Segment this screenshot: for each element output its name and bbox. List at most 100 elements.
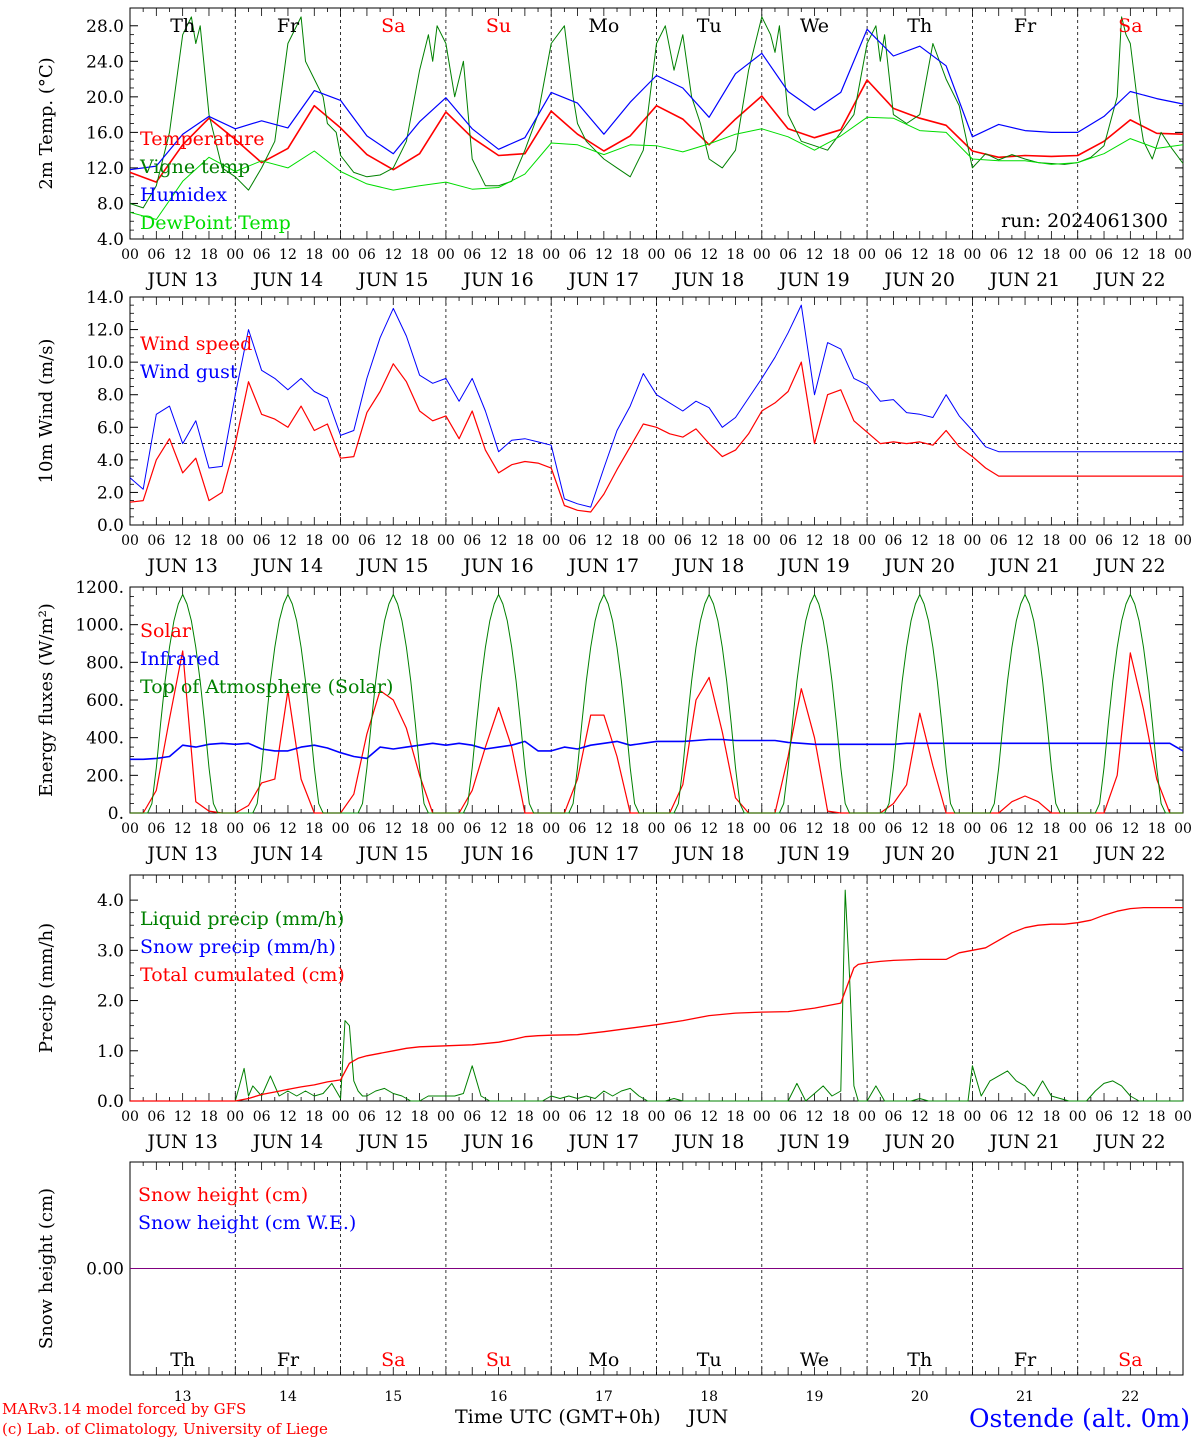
hour-tick-label: 00 <box>858 247 876 263</box>
hour-tick-label: 12 <box>490 1109 508 1125</box>
day-number: 22 <box>1121 1389 1139 1405</box>
y-tick-label: 800. <box>86 653 124 673</box>
date-label: JUN 14 <box>251 843 323 865</box>
date-label: JUN 15 <box>356 1131 428 1153</box>
hour-tick-label: 06 <box>1095 533 1113 549</box>
hour-tick-label: 12 <box>174 1109 192 1125</box>
hour-tick-label: 06 <box>885 821 903 837</box>
date-label: JUN 20 <box>883 843 955 865</box>
y-tick-label: 1200. <box>75 578 124 598</box>
hour-tick-label: 12 <box>490 533 508 549</box>
hour-tick-label: 00 <box>753 821 771 837</box>
hour-tick-label: 00 <box>121 1109 139 1125</box>
y-tick-label: 3.0 <box>97 941 124 961</box>
legend-entry: Vigne temp <box>139 156 250 178</box>
hour-tick-label: 18 <box>200 1109 218 1125</box>
hour-tick-label: 00 <box>332 247 350 263</box>
hour-tick-label: 18 <box>305 533 323 549</box>
hour-tick-label: 06 <box>990 1109 1008 1125</box>
hour-tick-label: 12 <box>806 821 824 837</box>
legend-entry: Snow precip (mm/h) <box>140 936 336 958</box>
day-number: 20 <box>911 1389 929 1405</box>
hour-tick-label: 18 <box>621 1109 639 1125</box>
y-tick-label: 24.0 <box>86 52 124 72</box>
hour-tick-label: 18 <box>1148 533 1166 549</box>
legend-entry: Wind speed <box>140 333 252 355</box>
hour-tick-label: 06 <box>1095 821 1113 837</box>
hour-tick-label: 00 <box>121 821 139 837</box>
date-label: JUN 18 <box>672 269 744 291</box>
hour-tick-label: 12 <box>1121 1109 1139 1125</box>
hour-tick-label: 18 <box>937 1109 955 1125</box>
hour-tick-label: 00 <box>542 533 560 549</box>
hour-tick-label: 00 <box>542 1109 560 1125</box>
hour-tick-label: 18 <box>411 533 429 549</box>
date-label: JUN 16 <box>461 1131 533 1153</box>
y-tick-label: 16.0 <box>86 123 124 143</box>
day-name-top: Th <box>170 15 195 37</box>
hour-tick-label: 12 <box>384 1109 402 1125</box>
day-number: 16 <box>490 1389 508 1405</box>
date-label: JUN 22 <box>1093 555 1165 577</box>
series-line <box>130 889 1183 1102</box>
y-tick-label: 8.0 <box>97 386 124 406</box>
hour-tick-label: 12 <box>490 821 508 837</box>
date-label: JUN 20 <box>883 1131 955 1153</box>
y-tick-label: 4.0 <box>97 891 124 911</box>
day-name-bottom: Su <box>486 1349 511 1371</box>
hour-tick-label: 00 <box>437 247 455 263</box>
y-tick-label: 0.00 <box>86 1260 124 1280</box>
y-tick-label: 0. <box>108 804 124 824</box>
hour-tick-label: 00 <box>963 821 981 837</box>
day-number: 15 <box>384 1389 402 1405</box>
date-label: JUN 15 <box>356 555 428 577</box>
date-label: JUN 18 <box>672 555 744 577</box>
hour-tick-label: 18 <box>200 821 218 837</box>
hour-tick-label: 00 <box>753 533 771 549</box>
series-line <box>129 304 1183 508</box>
hour-tick-label: 18 <box>1148 821 1166 837</box>
credit-line-1: MARv3.14 model forced by GFS <box>2 1400 246 1418</box>
hour-tick-label: 00 <box>332 821 350 837</box>
hour-tick-label: 06 <box>990 533 1008 549</box>
day-name-top: Fr <box>1014 15 1037 37</box>
date-label: JUN 21 <box>988 843 1060 865</box>
hour-tick-label: 00 <box>332 533 350 549</box>
hour-tick-label: 06 <box>253 533 271 549</box>
day-name-bottom: Fr <box>277 1349 300 1371</box>
hour-tick-label: 06 <box>674 533 692 549</box>
hour-tick-label: 12 <box>279 821 297 837</box>
hour-tick-label: 00 <box>226 533 244 549</box>
hour-tick-label: 00 <box>121 247 139 263</box>
hour-tick-label: 00 <box>963 247 981 263</box>
day-number: 18 <box>700 1389 718 1405</box>
day-name-bottom: Sa <box>381 1349 405 1371</box>
hour-tick-label: 12 <box>1016 533 1034 549</box>
day-name-bottom: Fr <box>1014 1349 1037 1371</box>
month-label: JUN <box>686 1406 728 1428</box>
day-number: 19 <box>806 1389 824 1405</box>
hour-tick-label: 00 <box>963 533 981 549</box>
date-label: JUN 14 <box>251 1131 323 1153</box>
hour-tick-label: 12 <box>384 247 402 263</box>
y-tick-label: 0.0 <box>97 1092 124 1112</box>
day-name-bottom: Th <box>907 1349 932 1371</box>
hour-tick-label: 06 <box>990 247 1008 263</box>
date-label: JUN 19 <box>777 1131 849 1153</box>
date-label: JUN 19 <box>777 269 849 291</box>
hour-tick-label: 12 <box>595 821 613 837</box>
hour-tick-label: 12 <box>1121 533 1139 549</box>
hour-tick-label: 18 <box>516 247 534 263</box>
hour-tick-label: 06 <box>463 533 481 549</box>
panel-1: 4.0 8.0 12.0 16.0 20.0 24.0 28.0 2m Temp. (°C) T… <box>36 7 1192 291</box>
hour-tick-label: 18 <box>1148 1109 1166 1125</box>
hour-tick-label: 12 <box>1121 821 1139 837</box>
y-tick-label: 28.0 <box>86 17 124 37</box>
hour-tick-label: 12 <box>700 821 718 837</box>
day-name-top: Sa <box>381 15 405 37</box>
y-axis-label: Energy fluxes (W/m²) <box>36 603 57 797</box>
panel-3: 0. 200. 400. 600. 800. 1000. 1200. Energy fluxe… <box>36 578 1192 865</box>
hour-tick-label: 06 <box>779 1109 797 1125</box>
